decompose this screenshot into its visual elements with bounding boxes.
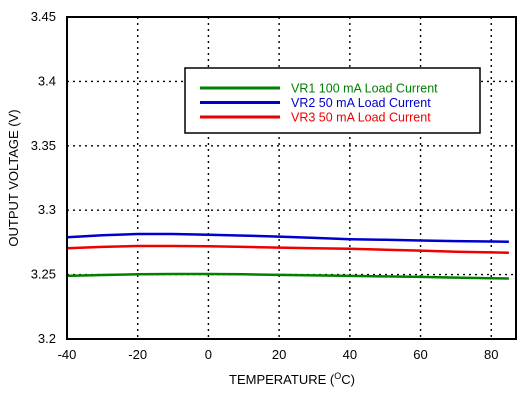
legend-box xyxy=(184,67,481,134)
x-axis-label-suffix: C) xyxy=(341,372,355,387)
y-tick-label: 3.25 xyxy=(31,267,56,282)
y-tick-label: 3.3 xyxy=(38,202,56,217)
x-tick-label: 40 xyxy=(343,347,357,362)
y-axis-label: OUTPUT VOLTAGE (V) xyxy=(6,109,21,246)
plot-frame xyxy=(66,16,517,340)
x-axis-label-superscript: O xyxy=(334,371,341,381)
series-line-2 xyxy=(66,232,509,244)
y-tick-label: 3.2 xyxy=(38,331,56,346)
legend-label-3: VR3 50 mA Load Current xyxy=(291,111,431,125)
x-tick-label: 80 xyxy=(484,347,498,362)
y-tick-label: 3.45 xyxy=(31,9,56,24)
y-tick-label: 3.4 xyxy=(38,73,56,88)
legend-label-1: VR1 100 mA Load Current xyxy=(291,82,438,96)
x-tick-label: -40 xyxy=(58,347,77,362)
x-axis-label-main: TEMPERATURE ( xyxy=(229,372,335,387)
data-series xyxy=(66,232,509,280)
series-line-3 xyxy=(66,244,509,254)
x-tick-label: 20 xyxy=(272,347,286,362)
legend-label-2: VR2 50 mA Load Current xyxy=(291,96,431,110)
x-tick-label: -20 xyxy=(128,347,147,362)
y-axis-tick-labels: 3.2 3.25 3.3 3.35 3.4 3.45 xyxy=(31,9,56,346)
y-tick-label: 3.35 xyxy=(31,138,56,153)
x-axis-tick-labels: -40 -20 0 20 40 60 80 xyxy=(58,347,499,362)
series-line-1 xyxy=(66,272,509,280)
x-axis-label: TEMPERATURE (OC) xyxy=(229,371,355,387)
x-tick-label: 60 xyxy=(413,347,427,362)
x-tick-label: 0 xyxy=(205,347,212,362)
